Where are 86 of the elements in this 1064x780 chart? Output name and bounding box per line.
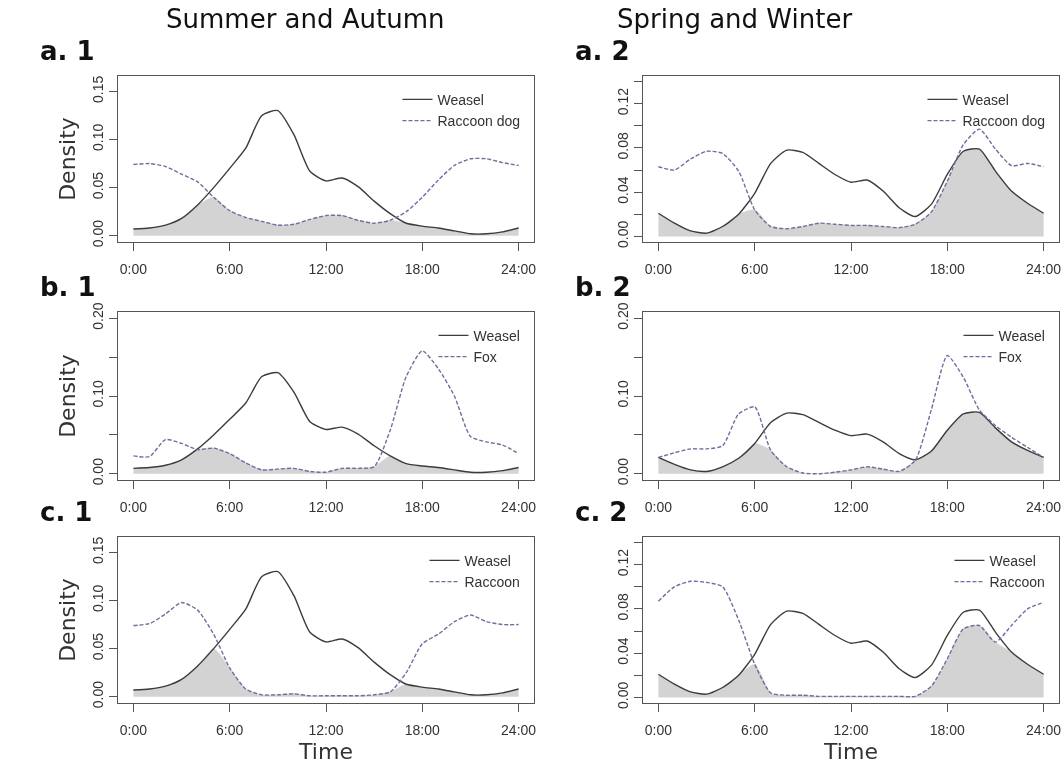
x-tick-label: 18:00 [404, 498, 441, 515]
legend-label: Weasel [473, 327, 520, 344]
legend-label: Weasel [989, 552, 1036, 569]
x-tick-label: 18:00 [929, 498, 966, 515]
x-tick-label: 0:00 [119, 260, 148, 277]
chart-subtitle: b. 2 [575, 272, 631, 302]
x-tick-label: 12:00 [308, 498, 344, 515]
legend-label: Raccoon dog [437, 113, 520, 130]
legend-label: Weasel [962, 91, 1009, 108]
y-axis-title: Density [55, 117, 81, 201]
legend-label: Weasel [998, 327, 1045, 344]
x-tick-label: 6:00 [216, 498, 244, 515]
y-tick-label: 0.05 [90, 632, 107, 661]
y-tick-label: 0.08 [615, 592, 632, 621]
chart-subtitle: c. 2 [575, 497, 628, 527]
x-tick-label: 12:00 [308, 721, 344, 738]
legend-label: Raccoon [464, 574, 520, 591]
x-axis-title: Time [298, 738, 353, 764]
legend-label: Raccoon [989, 574, 1045, 591]
x-tick-label: 24:00 [1026, 260, 1062, 277]
x-tick-label: 18:00 [404, 721, 441, 738]
y-tick-label: 0.00 [90, 219, 107, 248]
x-tick-label: 6:00 [741, 721, 769, 738]
line-series [657, 354, 1045, 475]
legend-label: Raccoon dog [962, 113, 1045, 130]
y-tick-label: 0.15 [90, 536, 107, 564]
y-tick-label: 0.00 [615, 681, 632, 709]
x-tick-label: 0:00 [644, 721, 673, 738]
y-tick-label: 0.00 [90, 680, 107, 709]
y-tick-label: 0.10 [90, 123, 107, 152]
x-tick-label: 24:00 [1026, 498, 1062, 515]
line-series [132, 350, 520, 473]
y-tick-label: 0.00 [615, 220, 632, 248]
y-tick-label: 0.10 [615, 380, 632, 408]
line-series [657, 128, 1045, 230]
line-series [132, 109, 520, 235]
legend-label: Weasel [464, 552, 511, 569]
line-series [657, 609, 1045, 695]
x-tick-label: 6:00 [216, 721, 244, 738]
y-tick-label: 0.00 [90, 457, 107, 486]
y-tick-label: 0.20 [90, 302, 107, 330]
x-axis-title: Time [823, 738, 878, 764]
x-tick-label: 18:00 [929, 721, 966, 738]
x-tick-label: 24:00 [501, 498, 537, 515]
x-tick-label: 24:00 [501, 260, 537, 277]
x-tick-label: 0:00 [119, 498, 148, 515]
x-tick-label: 18:00 [929, 260, 966, 277]
line-series [132, 601, 520, 697]
chart-subtitle: a. 2 [575, 36, 630, 66]
y-tick-label: 0.05 [90, 171, 107, 200]
x-tick-label: 12:00 [308, 260, 344, 277]
x-tick-label: 0:00 [119, 721, 148, 738]
x-tick-label: 24:00 [1026, 721, 1062, 738]
x-tick-label: 24:00 [501, 721, 537, 738]
chart-subtitle: b. 1 [40, 272, 96, 302]
y-axis-title: Density [55, 354, 81, 438]
y-tick-label: 0.00 [615, 457, 632, 486]
legend-label: Fox [998, 349, 1022, 366]
chart-title: Summer and Autumn [166, 4, 445, 34]
legend-label: Fox [473, 349, 497, 366]
x-tick-label: 0:00 [644, 498, 673, 515]
x-tick-label: 12:00 [833, 498, 869, 515]
x-tick-label: 12:00 [833, 260, 869, 277]
y-tick-label: 0.04 [615, 176, 632, 204]
line-series [132, 157, 520, 226]
x-tick-label: 6:00 [741, 498, 769, 515]
legend-label: Weasel [437, 91, 484, 108]
y-axis-title: Density [55, 578, 81, 662]
x-tick-label: 12:00 [833, 721, 869, 738]
chart-title: Spring and Winter [617, 4, 853, 34]
y-tick-label: 0.08 [615, 131, 632, 160]
y-tick-label: 0.12 [615, 87, 632, 116]
x-tick-label: 6:00 [216, 260, 244, 277]
chart-subtitle: a. 1 [40, 36, 95, 66]
y-tick-label: 0.15 [90, 75, 107, 103]
y-tick-label: 0.12 [615, 548, 632, 577]
x-tick-label: 6:00 [741, 260, 769, 277]
chart-subtitle: c. 1 [40, 497, 93, 527]
y-tick-label: 0.10 [90, 380, 107, 408]
line-series [132, 371, 520, 474]
y-tick-label: 0.04 [615, 637, 632, 665]
x-tick-label: 18:00 [404, 260, 441, 277]
line-series [132, 570, 520, 696]
y-tick-label: 0.10 [90, 584, 107, 613]
y-tick-label: 0.20 [615, 302, 632, 330]
x-tick-label: 0:00 [644, 260, 673, 277]
